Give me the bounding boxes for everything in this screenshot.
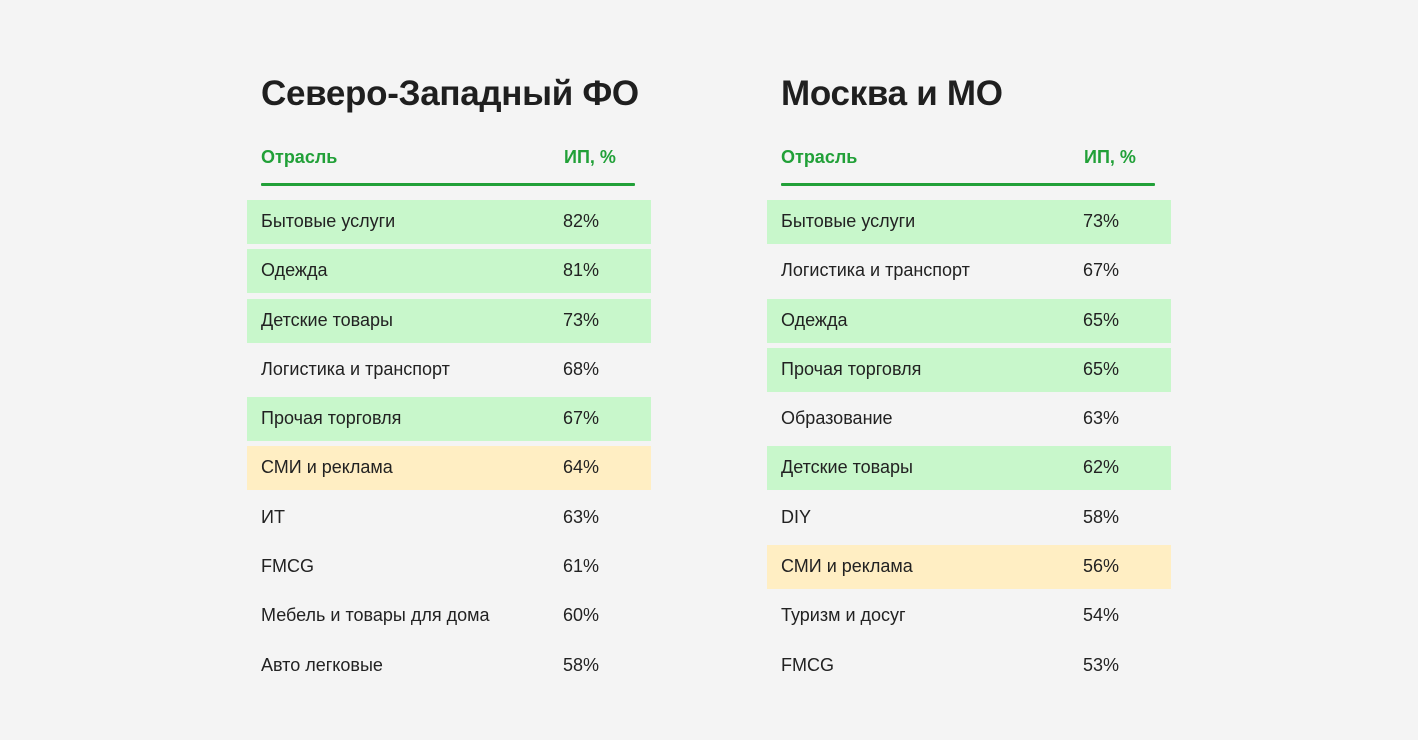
- industry-name: Образование: [781, 408, 893, 429]
- percent-value: 54%: [1083, 605, 1120, 626]
- industry-name: Бытовые услуги: [261, 211, 396, 231]
- table-row: FMCG 53%: [767, 644, 1171, 688]
- percent-value: 73%: [563, 309, 600, 330]
- percent-value: 81%: [563, 260, 600, 281]
- percent-value: 65%: [1083, 309, 1120, 330]
- table-row: Туризм и досуг 54%: [767, 594, 1171, 638]
- percent-value: 63%: [563, 506, 600, 527]
- percent-value: 58%: [563, 654, 600, 675]
- table-row: Образование 63%: [767, 397, 1171, 441]
- percent-value: 63%: [1083, 408, 1120, 429]
- percent-value: 58%: [1083, 506, 1120, 527]
- table-row: Бытовые услуги 82%: [247, 200, 651, 244]
- table-row: Мебель и товары для дома 60%: [247, 594, 651, 638]
- industry-name: Прочая торговля: [781, 358, 922, 379]
- industry-name: СМИ и реклама: [261, 457, 393, 478]
- industry-name: Прочая торговля: [261, 408, 402, 429]
- table-row: Логистика и транспорт 68%: [247, 348, 651, 392]
- column-header-industry: Отрасль: [781, 147, 858, 167]
- industry-name: DIY: [781, 506, 812, 527]
- percent-value: 73%: [1083, 211, 1120, 231]
- table-row: Одежда 81%: [247, 249, 651, 294]
- table-row: FMCG 61%: [247, 545, 651, 589]
- industry-name: Детские товары: [261, 309, 393, 330]
- table-body: Бытовые услуги 82% Одежда 81% Детские товары…: [247, 200, 651, 693]
- header-divider: [781, 183, 1155, 186]
- percent-value: 67%: [1083, 260, 1120, 281]
- table-row: Логистика и транспорт 67%: [767, 249, 1171, 293]
- table-row: Прочая торговля 65%: [767, 347, 1171, 392]
- table-row: Детские товары 73%: [247, 298, 651, 343]
- industry-name: Авто легковые: [261, 654, 383, 675]
- percent-value: 65%: [1083, 358, 1120, 379]
- column-header-percent: ИП, %: [1084, 147, 1136, 167]
- industry-name: Туризм и досуг: [781, 605, 906, 626]
- percent-value: 61%: [563, 556, 600, 577]
- percent-value: 68%: [563, 358, 600, 379]
- table-row: Одежда 65%: [767, 298, 1171, 343]
- percent-value: 60%: [563, 605, 600, 626]
- column-header-industry: Отрасль: [261, 147, 338, 167]
- table-row: СМИ и реклама 64%: [247, 446, 651, 491]
- percent-value: 67%: [563, 408, 600, 429]
- table-row: Детские товары 62%: [767, 446, 1171, 491]
- percent-value: 62%: [1083, 457, 1120, 478]
- table-row: Авто легковые 58%: [247, 644, 651, 688]
- industry-name: FMCG: [781, 654, 834, 675]
- panel-title: Москва и МО: [781, 74, 1003, 113]
- table-body: Бытовые услуги 73% Логистика и транспорт 67…: [767, 200, 1171, 693]
- industry-name: ИТ: [261, 506, 285, 527]
- table-row: DIY 58%: [767, 496, 1171, 540]
- table-row: СМИ и реклама 56%: [767, 545, 1171, 590]
- percent-value: 53%: [1083, 654, 1120, 675]
- percent-value: 82%: [563, 211, 600, 231]
- table-row: Бытовые услуги 73%: [767, 200, 1171, 244]
- panel-title: Северо-Западный ФО: [261, 74, 639, 113]
- header-divider: [261, 183, 635, 186]
- industry-name: СМИ и реклама: [781, 556, 913, 577]
- percent-value: 64%: [563, 457, 600, 478]
- column-header-percent: ИП, %: [564, 147, 616, 167]
- industry-name: Одежда: [261, 260, 328, 281]
- industry-name: Одежда: [781, 309, 848, 330]
- industry-name: Логистика и транспорт: [261, 358, 450, 379]
- industry-name: Детские товары: [781, 457, 913, 478]
- industry-name: Логистика и транспорт: [781, 260, 970, 281]
- table-row: ИТ 63%: [247, 496, 651, 540]
- industry-name: Бытовые услуги: [781, 211, 916, 231]
- industry-name: Мебель и товары для дома: [261, 605, 490, 626]
- percent-value: 56%: [1083, 556, 1120, 577]
- industry-name: FMCG: [261, 556, 314, 577]
- table-row: Прочая торговля 67%: [247, 397, 651, 442]
